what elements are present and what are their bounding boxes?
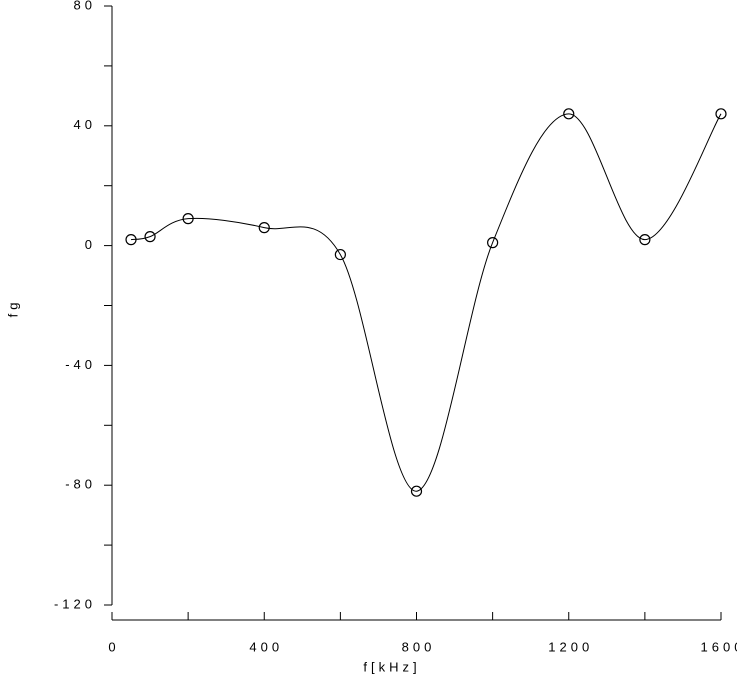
point-marker (410, 485, 423, 497)
x-tick-label: 1600 (701, 639, 737, 654)
y-tick-label: -120 (54, 596, 96, 611)
point-marker (563, 108, 575, 120)
curve (130, 113, 722, 492)
y-tick-label: -80 (65, 477, 96, 492)
point-marker (258, 222, 270, 234)
y-tick-label: -40 (65, 357, 96, 372)
x-tick-label: 800 (402, 639, 436, 654)
point-marker (639, 234, 651, 246)
point-marker (715, 108, 727, 120)
y-tick-label: 40 (74, 117, 96, 132)
point-marker (125, 234, 137, 246)
x-tick-label: 1200 (548, 639, 593, 654)
point-marker (487, 237, 499, 249)
x-tick-label: 400 (249, 639, 283, 654)
y-axis-label: fg (5, 299, 20, 318)
point-marker (182, 213, 194, 225)
y-tick-label: 0 (85, 237, 96, 252)
point-marker (334, 248, 346, 261)
point-marker (144, 231, 156, 243)
x-tick-label: 0 (108, 639, 119, 654)
x-axis-label: f[kHz] (363, 659, 420, 674)
y-tick-label: 80 (74, 0, 96, 12)
